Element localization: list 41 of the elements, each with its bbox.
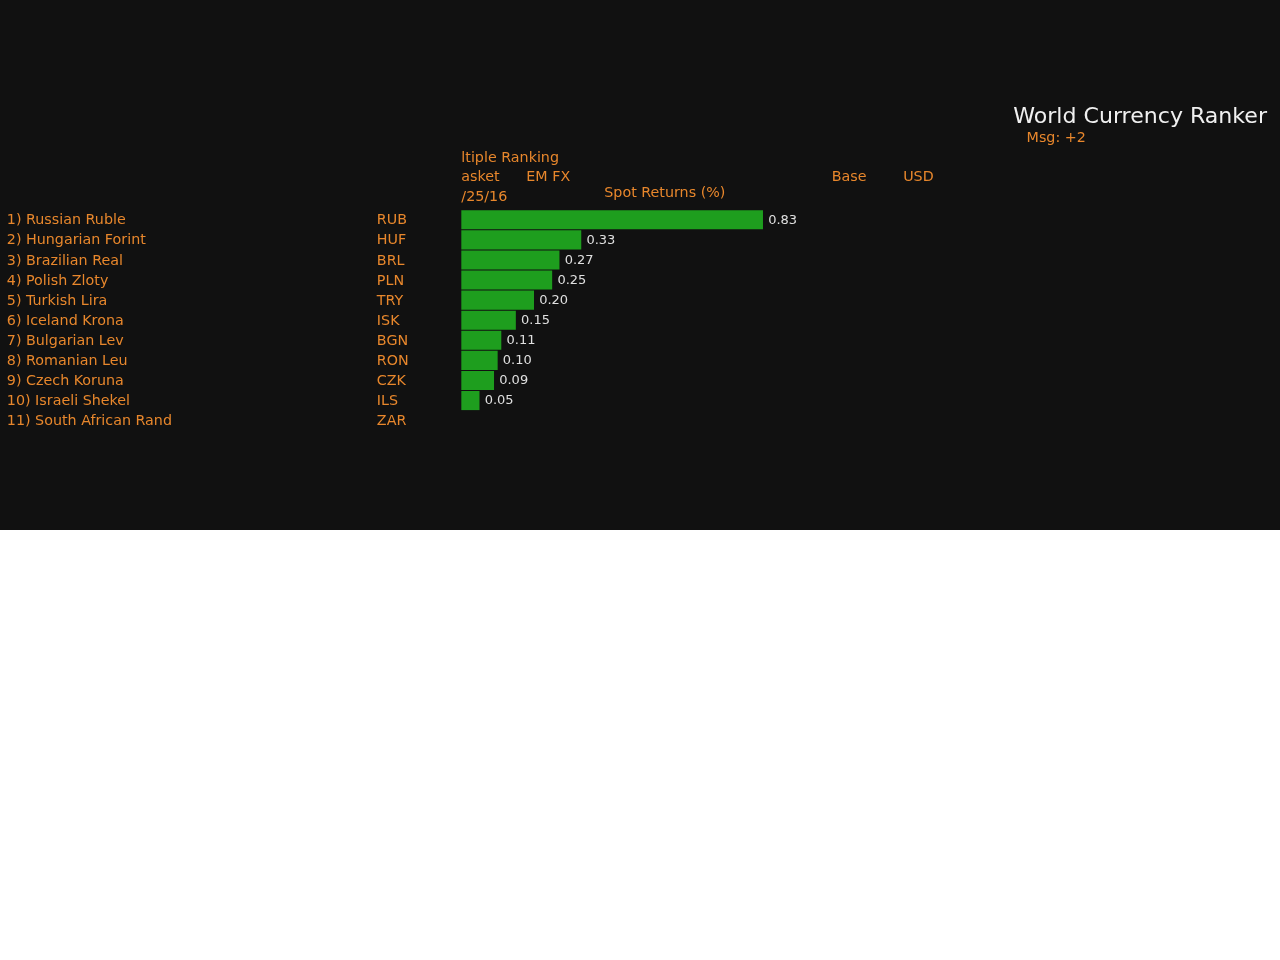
- text: PLN: [376, 271, 405, 288]
- text: /25/16: [461, 187, 508, 204]
- chart-subtitle: Spot Returns (%): [604, 184, 726, 201]
- y-tick-label: 9) Czech Koruna: [6, 372, 124, 389]
- text: RON: [376, 351, 409, 368]
- y-tick-label: 6) Iceland Krona: [6, 311, 124, 328]
- text: HUF: [376, 231, 407, 248]
- y-tick-label: 7) Bulgarian Lev: [6, 331, 125, 348]
- text: ILS: [376, 392, 399, 409]
- data-label: 0.83: [768, 211, 798, 227]
- y-tick-label: 10) Israeli Shekel: [6, 392, 131, 409]
- y-tick-label: 1) Russian Ruble: [6, 211, 126, 228]
- text: BRL: [376, 251, 405, 268]
- text: TRY: [375, 291, 404, 308]
- data-label: 0.33: [586, 231, 616, 247]
- y-tick-label: 4) Polish Zloty: [6, 271, 109, 288]
- text: EM FX: [526, 168, 571, 185]
- data-label: 0.25: [557, 271, 587, 287]
- y-tick-label: 5) Turkish Lira: [6, 291, 108, 308]
- data-label: 0.27: [564, 251, 594, 267]
- text: Msg: +2: [1026, 129, 1086, 146]
- y-tick-label: 3) Brazilian Real: [6, 251, 123, 268]
- text: ltiple Ranking: [461, 148, 559, 165]
- data-label: 0.11: [506, 332, 536, 348]
- text: BGN: [376, 331, 409, 348]
- text: ISK: [376, 311, 401, 328]
- text: USD: [903, 168, 934, 185]
- text: asket: [461, 168, 501, 185]
- text: World Currency Ranker: [1013, 102, 1268, 129]
- text: RUB: [376, 211, 408, 228]
- data-label: 0.10: [502, 352, 532, 368]
- text: Base: [831, 168, 867, 185]
- data-label: 0.05: [484, 392, 514, 408]
- y-tick-label: 2) Hungarian Forint: [6, 231, 147, 248]
- data-label: 0.09: [499, 372, 529, 388]
- data-label: 0.15: [521, 312, 550, 328]
- y-tick-label: 8) Romanian Leu: [6, 351, 128, 368]
- data-label: 0.20: [539, 292, 569, 308]
- text: CZK: [376, 372, 407, 389]
- y-tick-label: 11) South African Rand: [6, 412, 172, 429]
- text: ZAR: [376, 412, 407, 429]
